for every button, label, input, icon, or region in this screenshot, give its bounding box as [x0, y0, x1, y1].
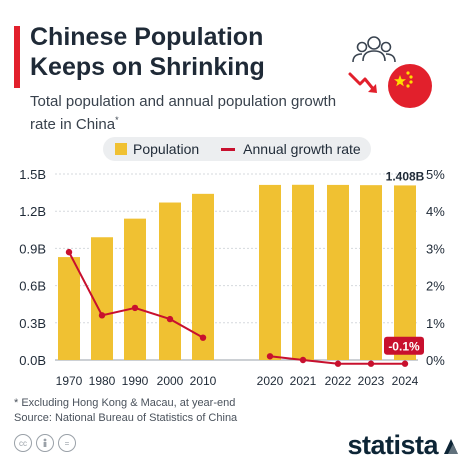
license-icons: cc =: [14, 434, 76, 452]
population-bar: [259, 184, 281, 360]
y-tick-label-left: 1.5B: [19, 167, 46, 182]
title-accent-bar: [14, 26, 20, 88]
y-tick-label-right: 5%: [426, 167, 445, 182]
x-tick-label: 1990: [122, 374, 149, 388]
brand-mark-icon: [444, 438, 458, 454]
population-bar: [192, 193, 214, 360]
people-icon: [352, 36, 396, 63]
legend-growth-swatch: [221, 147, 236, 151]
growth-annotation: -0.1%: [388, 340, 420, 354]
header-illustration: [348, 36, 432, 108]
population-bar: [124, 218, 146, 360]
x-tick-label: 1980: [89, 374, 116, 388]
no-derivatives-icon[interactable]: =: [58, 434, 76, 452]
downward-arrow-icon: [348, 72, 377, 93]
x-tick-label: 2022: [325, 374, 352, 388]
population-bar: [159, 202, 181, 360]
x-tick-label: 2023: [358, 374, 385, 388]
y-tick-label-right: 0%: [426, 353, 445, 368]
growth-point: [334, 360, 342, 367]
growth-point: [299, 356, 307, 364]
growth-point: [367, 360, 375, 367]
brand-logo[interactable]: statista: [347, 430, 460, 461]
x-tick-label: 1970: [56, 374, 83, 388]
population-bar: [360, 185, 382, 360]
population-bar: [58, 257, 80, 360]
chart-subtitle: Total population and annual population g…: [30, 92, 350, 134]
y-tick-label-left: 0.0B: [19, 353, 46, 368]
x-tick-label: 2020: [257, 374, 284, 388]
y-tick-label-left: 0.6B: [19, 279, 46, 294]
growth-point: [98, 312, 106, 319]
population-bar: [394, 185, 416, 360]
growth-point: [166, 315, 174, 323]
x-tick-label: 2021: [290, 374, 317, 388]
chart-title: Chinese Population Keeps on Shrinking: [30, 23, 265, 81]
growth-point: [65, 248, 73, 256]
cc-icon[interactable]: cc: [14, 434, 32, 452]
china-flag-icon: [388, 64, 432, 108]
population-bar: [292, 184, 314, 360]
legend-growth-label: Annual growth rate: [243, 141, 361, 157]
subtitle-footnote-mark: *: [115, 115, 119, 125]
brand-name: statista: [347, 430, 438, 460]
y-tick-label-left: 0.9B: [19, 241, 46, 256]
x-tick-label: 2000: [157, 374, 184, 388]
population-bar: [91, 237, 113, 360]
footnote-source: Source: National Bureau of Statistics of…: [14, 412, 238, 424]
growth-point: [401, 360, 409, 367]
chart-plot-area: 0.0B 0% 0.3B 1% 0.6B 2% 0.9B 3% 1.2B 4% 1.5B 5% 1970…: [19, 167, 445, 388]
y-tick-label-left: 1.2B: [19, 204, 46, 219]
legend-population-label: Population: [133, 141, 200, 157]
footnote-note: * Excluding Hong Kong & Macau, at year-e…: [14, 397, 236, 409]
growth-point: [131, 304, 139, 312]
growth-annotation-box: [384, 336, 424, 355]
subtitle-text: Total population and annual population g…: [30, 93, 337, 133]
attribution-icon[interactable]: [36, 434, 54, 452]
legend-population-swatch: [115, 143, 127, 155]
growth-point: [266, 353, 274, 360]
x-tick-label: 2024: [392, 374, 419, 388]
x-tick-label: 2010: [190, 374, 217, 388]
population-bar: [327, 184, 349, 360]
y-tick-label-right: 4%: [426, 204, 445, 219]
y-tick-label-left: 0.3B: [19, 316, 46, 331]
chart-legend: Population Annual growth rate: [103, 137, 371, 161]
y-tick-label-right: 3%: [426, 241, 445, 256]
y-tick-label-right: 1%: [426, 316, 445, 331]
y-tick-label-right: 2%: [426, 279, 445, 294]
growth-point: [199, 334, 207, 341]
footnote: * Excluding Hong Kong & Macau, at year-e…: [14, 396, 237, 426]
population-annotation: 1.408B: [386, 169, 425, 183]
